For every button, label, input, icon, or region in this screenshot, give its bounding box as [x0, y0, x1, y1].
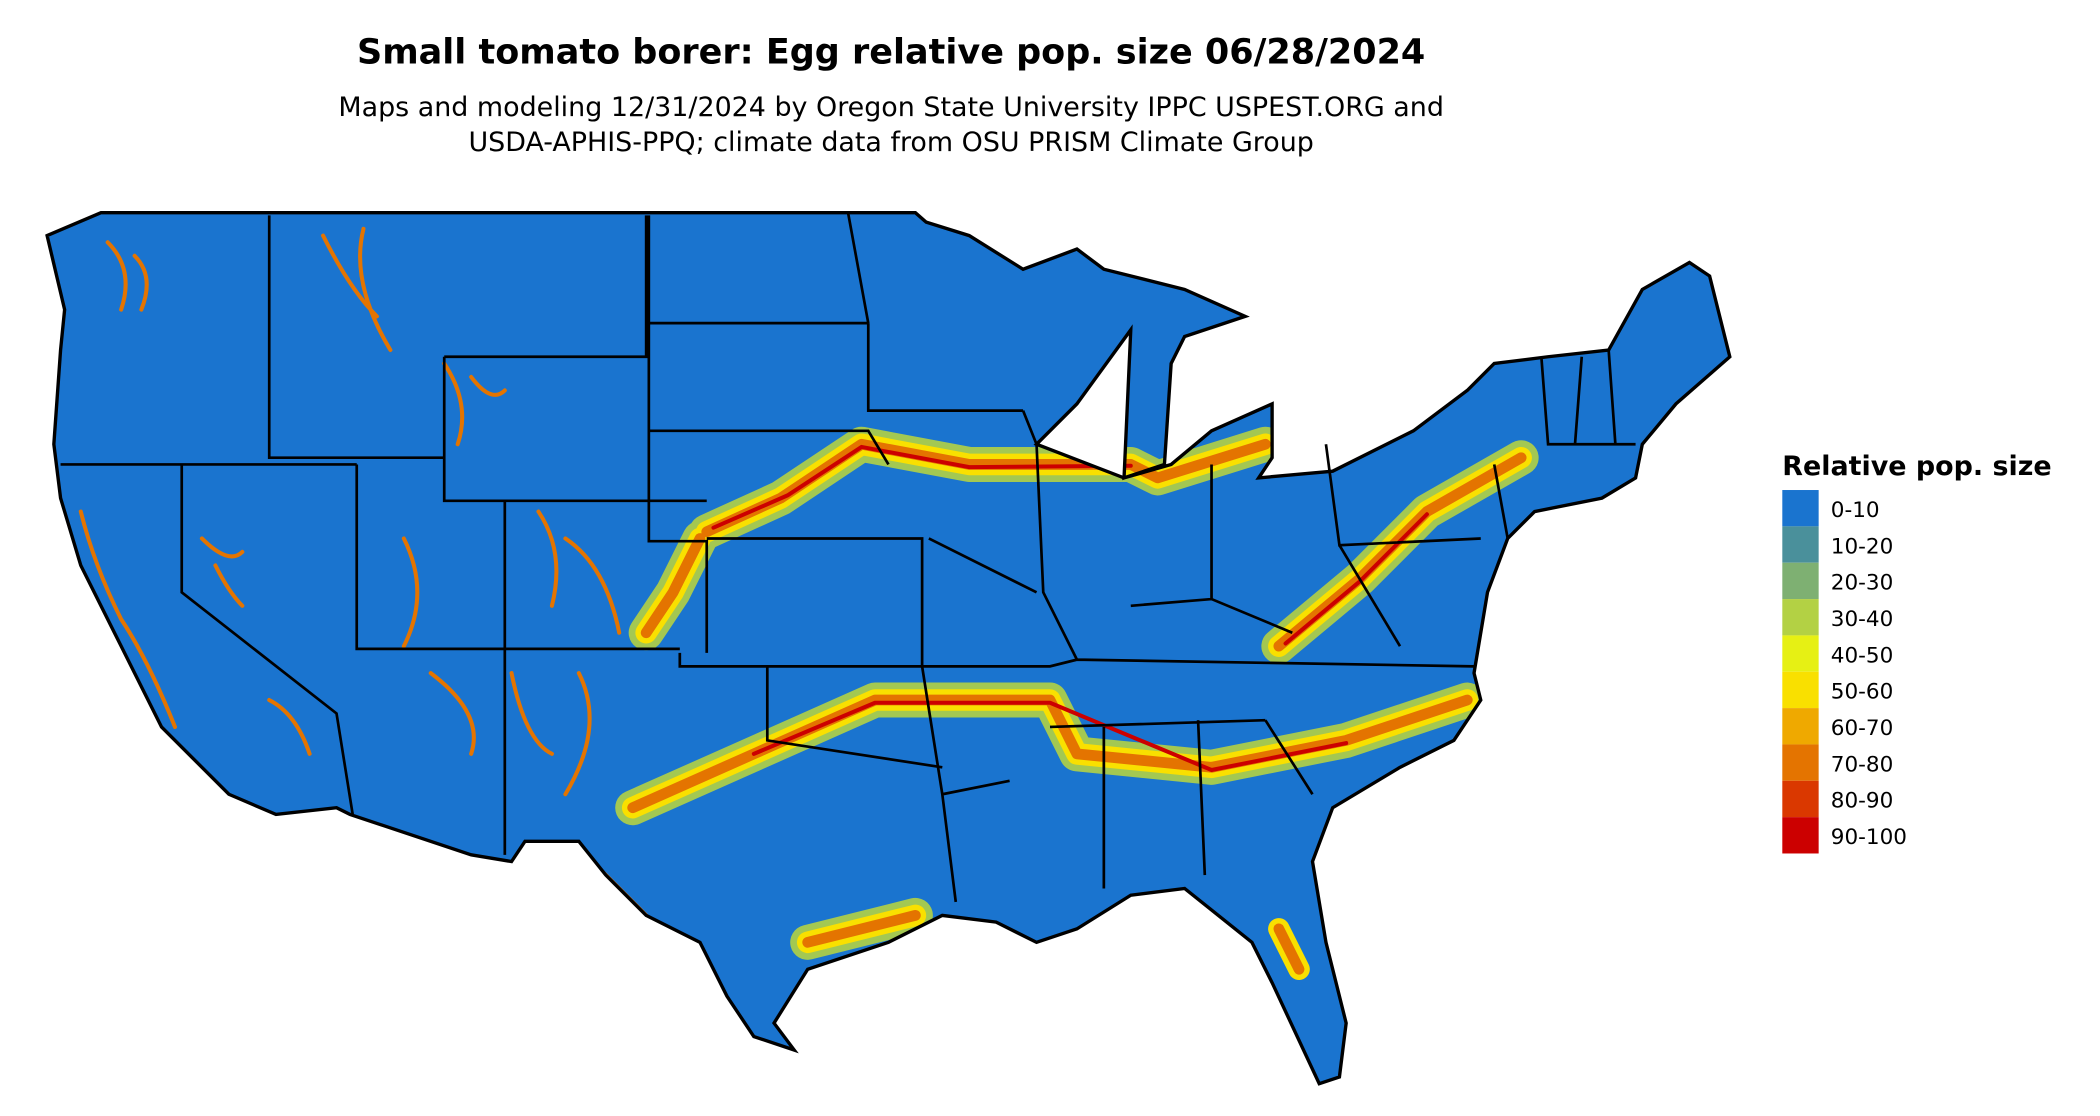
legend-label: 60-70 [1831, 716, 1894, 741]
legend-title: Relative pop. size [1782, 451, 2051, 482]
legend-swatch [1782, 671, 1819, 709]
legend-swatch [1782, 817, 1819, 854]
legend-label: 30-40 [1831, 607, 1894, 632]
legend-label: 20-30 [1831, 571, 1894, 596]
us-map [45, 211, 1732, 1086]
legend-swatch [1782, 744, 1819, 781]
legend-swatch [1782, 708, 1819, 745]
legend-label: 80-90 [1831, 789, 1894, 814]
legend-swatch [1782, 780, 1819, 818]
legend-swatch [1782, 526, 1819, 563]
legend-label: 10-20 [1831, 534, 1894, 559]
legend-swatch [1782, 635, 1819, 672]
legend-label: 50-60 [1831, 680, 1894, 705]
map-title: Small tomato borer: Egg relative pop. si… [357, 32, 1425, 72]
legend: Relative pop. size 0-10 10-20 20-30 30-40 40… [1782, 451, 2052, 854]
legend-swatch [1782, 490, 1819, 527]
map-subtitle-line2: USDA-APHIS-PPQ; climate data from OSU PR… [468, 127, 1313, 158]
legend-label: 0-10 [1831, 498, 1880, 523]
map-subtitle-line1: Maps and modeling 12/31/2024 by Oregon S… [338, 92, 1444, 123]
legend-label: 70-80 [1831, 752, 1894, 777]
legend-label: 40-50 [1831, 643, 1894, 668]
legend-swatch [1782, 562, 1819, 600]
legend-swatch [1782, 599, 1819, 636]
state-borders [60, 212, 1636, 903]
legend-label: 90-100 [1831, 825, 1907, 850]
